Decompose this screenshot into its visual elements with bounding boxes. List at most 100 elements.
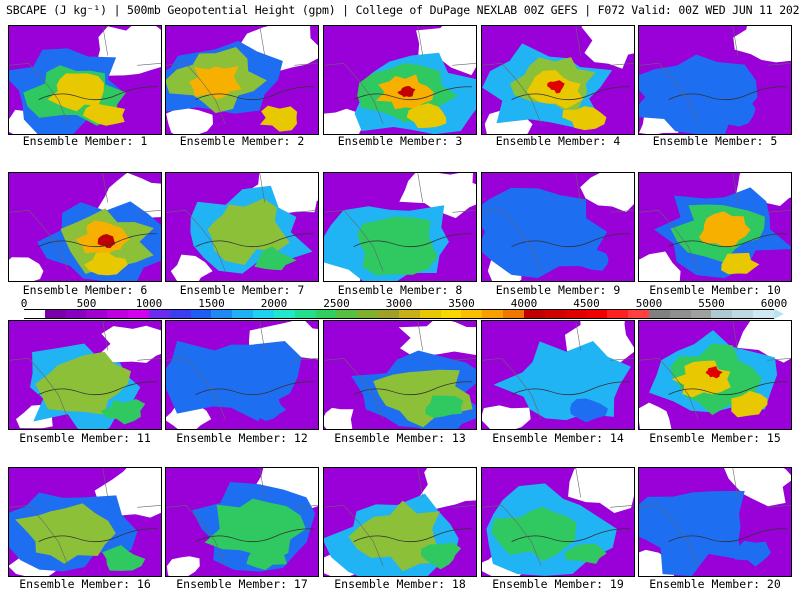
colorbar-segment [752, 310, 774, 318]
colorbar-segment [690, 310, 712, 318]
cape-field-map [9, 321, 161, 429]
ensemble-panel-3 [323, 25, 477, 135]
colorbar-tick-label: 0 [20, 297, 28, 310]
ensemble-member-label: Ensemble Member: 20 [649, 577, 781, 591]
cape-field-map [324, 173, 476, 281]
cape-field-map [166, 321, 318, 429]
cape-field-map [9, 173, 161, 281]
colorbar-segment [294, 310, 316, 318]
colorbar-segment [607, 310, 629, 318]
colorbar-segment [107, 310, 129, 318]
colorbar-tick-label: 5000 [635, 297, 663, 310]
ensemble-member-label: Ensemble Member: 5 [652, 134, 778, 148]
ensemble-panel-4 [481, 25, 635, 135]
ensemble-member-label: Ensemble Member: 1 [22, 134, 148, 148]
ensemble-member-label: Ensemble Member: 18 [334, 577, 466, 591]
ensemble-member-label: Ensemble Member: 15 [649, 431, 781, 445]
cape-field-map [324, 468, 476, 576]
colorbar-segment [148, 310, 170, 318]
ensemble-member-label: Ensemble Member: 12 [176, 431, 308, 445]
colorbar-segment [503, 310, 524, 318]
ensemble-member-label: Ensemble Member: 7 [179, 283, 305, 297]
colorbar-segment [190, 310, 212, 318]
cape-field-map [482, 173, 634, 281]
colorbar-segment [732, 310, 753, 318]
colorbar-segment [65, 310, 87, 318]
colorbar-segment [482, 310, 504, 318]
ensemble-panel-5 [638, 25, 792, 135]
ensemble-panel-15 [638, 320, 792, 430]
colorbar-tick-label: 2000 [260, 297, 288, 310]
cape-field-map [9, 468, 161, 576]
colorbar-tick-label: 4000 [510, 297, 538, 310]
colorbar-segment [44, 310, 66, 318]
colorbar-segment [86, 310, 108, 318]
ensemble-member-label: Ensemble Member: 11 [19, 431, 151, 445]
colorbar-segment [669, 310, 691, 318]
cape-field-map [482, 321, 634, 429]
ensemble-panel-6 [8, 172, 162, 282]
ensemble-member-label: Ensemble Member: 10 [649, 283, 781, 297]
ensemble-member-label: Ensemble Member: 17 [176, 577, 308, 591]
colorbar-tick-label: 3500 [448, 297, 475, 310]
ensemble-member-label: Ensemble Member: 2 [179, 134, 305, 148]
ensemble-panel-1 [8, 25, 162, 135]
ensemble-panel-18 [323, 467, 477, 577]
colorbar-segment [648, 310, 670, 318]
colorbar-tick-label: 1000 [135, 297, 163, 310]
ensemble-member-label: Ensemble Member: 13 [334, 431, 466, 445]
colorbar-segment [461, 310, 483, 318]
ensemble-panel-2 [165, 25, 319, 135]
colorbar-segment [357, 310, 379, 318]
cape-field-map [639, 26, 791, 134]
cape-field-map [166, 173, 318, 281]
cape-field-map [166, 468, 318, 576]
colorbar-segment [211, 310, 233, 318]
ensemble-panel-16 [8, 467, 162, 577]
colorbar-segment [253, 310, 274, 318]
chart-title: SBCAPE (J kg⁻¹) | 500mb Geopotential Hei… [6, 3, 800, 17]
colorbar-segment [24, 310, 45, 318]
cape-field-map [482, 26, 634, 134]
colorbar-tick-label: 4500 [573, 297, 600, 310]
colorbar-segment [586, 310, 608, 318]
ensemble-member-label: Ensemble Member: 9 [495, 283, 621, 297]
ensemble-panel-8 [323, 172, 477, 282]
cape-field-map [166, 26, 318, 134]
ensemble-panel-9 [481, 172, 635, 282]
cape-field-map [639, 321, 791, 429]
ensemble-panel-7 [165, 172, 319, 282]
colorbar-tick-label: 500 [76, 297, 97, 310]
colorbar-segment [523, 310, 545, 318]
colorbar-segment [544, 310, 566, 318]
ensemble-member-label: Ensemble Member: 8 [337, 283, 463, 297]
colorbar-segment [378, 310, 399, 318]
cape-field-map [639, 468, 791, 576]
colorbar-tick-label: 6000 [760, 297, 788, 310]
ensemble-panel-19 [481, 467, 635, 577]
ensemble-member-label: Ensemble Member: 6 [22, 283, 148, 297]
cape-field-map [324, 26, 476, 134]
ensemble-panel-20 [638, 467, 792, 577]
colorbar-tick-label: 2500 [323, 297, 350, 310]
ensemble-panel-13 [323, 320, 477, 430]
colorbar-segment [711, 310, 733, 318]
colorbar-segment [419, 310, 441, 318]
colorbar-left-arrow [14, 309, 24, 319]
ensemble-panel-14 [481, 320, 635, 430]
cape-field-map [324, 321, 476, 429]
colorbar-segment [398, 310, 420, 318]
colorbar-tick-label: 5500 [698, 297, 725, 310]
ensemble-panel-17 [165, 467, 319, 577]
colorbar-segment [232, 310, 254, 318]
cape-field-map [9, 26, 161, 134]
colorbar-segment [628, 310, 649, 318]
ensemble-member-label: Ensemble Member: 14 [492, 431, 624, 445]
ensemble-member-label: Ensemble Member: 19 [492, 577, 624, 591]
ensemble-panel-11 [8, 320, 162, 430]
cape-field-map [482, 468, 634, 576]
colorbar-segment [336, 310, 358, 318]
colorbar-segment [273, 310, 295, 318]
colorbar-segment [169, 310, 191, 318]
ensemble-member-label: Ensemble Member: 3 [337, 134, 463, 148]
